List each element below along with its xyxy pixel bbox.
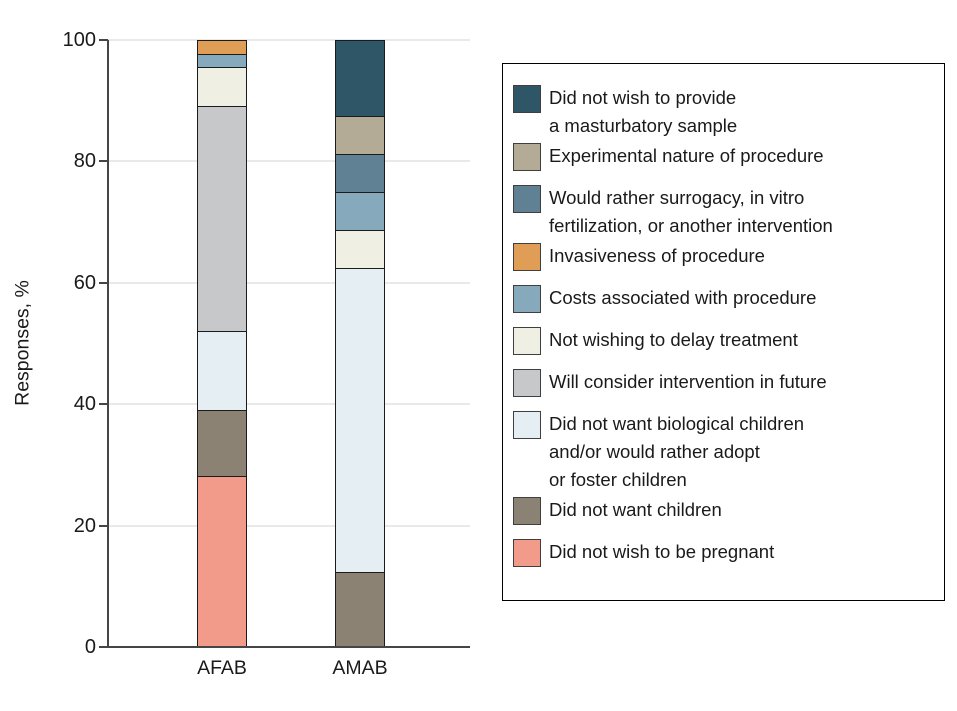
bar-segment-afab-costs-associated-with-procedure — [197, 53, 247, 68]
y-tick-label: 40 — [73, 393, 96, 416]
bar-segment-amab-did-not-wish-to-provide-a-masturbatory-sample — [335, 40, 385, 118]
y-tick-label: 80 — [73, 150, 96, 173]
bar-segment-afab-did-not-wish-to-be-pregnant — [197, 475, 247, 647]
legend-label-line: Did not wish to be pregnant — [549, 541, 775, 562]
legend-label: Would rather surrogacy, in vitro fertiliz… — [549, 184, 833, 240]
gridline-60 — [108, 281, 470, 284]
legend-label: Will consider intervention in future — [549, 368, 827, 396]
legend-label-line: Will consider intervention in future — [549, 371, 827, 392]
y-tick — [99, 524, 108, 527]
y-tick-label: 20 — [73, 514, 96, 537]
gridline-100 — [108, 39, 470, 41]
gridline-80 — [108, 160, 470, 163]
legend-item-costs-associated-with-procedure: Costs associated with procedure — [513, 284, 938, 313]
legend-label-line: Costs associated with procedure — [549, 287, 817, 308]
legend-item-did-not-want-children: Did not want children — [513, 496, 938, 525]
y-tick — [99, 281, 108, 284]
legend-label: Invasiveness of procedure — [549, 242, 765, 270]
bar-segment-afab-did-not-want-children — [197, 409, 247, 477]
legend-label: Did not wish to be pregnant — [549, 538, 774, 566]
legend-label-line: Did not want children — [549, 499, 722, 520]
legend-item-invasiveness-of-procedure: Invasiveness of procedure — [513, 242, 938, 271]
bar-segment-afab-not-wishing-to-delay-treatment — [197, 66, 247, 108]
legend-item-not-wishing-to-delay-treatment: Not wishing to delay treatment — [513, 326, 938, 355]
y-tick-label: 0 — [84, 636, 96, 658]
bar-segment-afab-will-consider-intervention-in-future — [197, 105, 247, 332]
y-tick-label: 100 — [62, 29, 96, 51]
bar-segment-amab-experimental-nature-of-procedure — [335, 115, 385, 156]
bar-segment-amab-did-not-want-children — [335, 571, 385, 647]
legend-swatch — [513, 85, 541, 113]
legend-label-line: fertilization, or another intervention — [549, 215, 833, 236]
bar-segment-amab-costs-associated-with-procedure — [335, 191, 385, 232]
y-tick — [99, 646, 108, 648]
legend-item-will-consider-intervention-in-future: Will consider intervention in future — [513, 368, 938, 397]
legend-swatch — [513, 285, 541, 313]
legend-swatch — [513, 143, 541, 171]
legend-swatch — [513, 185, 541, 213]
y-axis-title: Responses, % — [11, 280, 34, 406]
legend-label-line: Did not want biological children — [549, 413, 805, 434]
legend: Did not wish to provide a masturbatory sa… — [502, 63, 945, 601]
bar-segment-amab-would-rather-surrogacy-in-vitro-fertilization-or-another-intervention — [335, 153, 385, 194]
legend-swatch — [513, 497, 541, 525]
x-axis-line — [107, 646, 470, 648]
legend-label-line: Experimental nature of procedure — [549, 145, 824, 166]
legend-item-did-not-wish-to-provide-a-masturbatory-sample: Did not wish to provide a masturbatory sa… — [513, 84, 938, 140]
legend-swatch — [513, 243, 541, 271]
legend-label: Did not want biological children and/or w… — [549, 410, 804, 494]
legend-item-did-not-wish-to-be-pregnant: Did not wish to be pregnant — [513, 538, 938, 567]
x-category-label-afab: AFAB — [197, 657, 247, 679]
y-tick — [99, 39, 108, 41]
bar-segment-afab-invasiveness-of-procedure — [197, 40, 247, 55]
legend-label: Costs associated with procedure — [549, 284, 816, 312]
legend-label-line: and/or would rather adopt — [549, 441, 760, 462]
legend-item-experimental-nature-of-procedure: Experimental nature of procedure — [513, 142, 938, 171]
legend-swatch — [513, 411, 541, 439]
legend-label-line: or foster children — [549, 469, 687, 490]
legend-label-line: Invasiveness of procedure — [549, 245, 765, 266]
legend-swatch — [513, 539, 541, 567]
x-category-label-amab: AMAB — [332, 657, 388, 679]
legend-item-did-not-want-biological-children-andor-would-rather-adopt-or-foster-children: Did not want biological children and/or w… — [513, 410, 938, 494]
legend-label: Did not want children — [549, 496, 722, 524]
bar-segment-afab-did-not-want-biological-children-andor-would-rather-adopt-or-foster-children — [197, 330, 247, 411]
gridline-20 — [108, 524, 470, 527]
legend-label: Experimental nature of procedure — [549, 142, 824, 170]
legend-label-line: Not wishing to delay treatment — [549, 329, 798, 350]
legend-item-would-rather-surrogacy-in-vitro-fertilization-or-another-intervention: Would rather surrogacy, in vitro fertiliz… — [513, 184, 938, 240]
y-tick-label: 60 — [73, 271, 96, 294]
legend-label-line: Would rather surrogacy, in vitro — [549, 187, 805, 208]
legend-label-line: a masturbatory sample — [549, 115, 738, 136]
legend-swatch — [513, 327, 541, 355]
y-axis-line — [107, 40, 109, 648]
bar-segment-amab-did-not-want-biological-children-andor-would-rather-adopt-or-foster-children — [335, 267, 385, 573]
legend-label: Did not wish to provide a masturbatory sa… — [549, 84, 737, 140]
y-tick — [99, 403, 108, 406]
gridline-40 — [108, 403, 470, 406]
y-tick — [99, 160, 108, 163]
legend-label: Not wishing to delay treatment — [549, 326, 798, 354]
legend-swatch — [513, 369, 541, 397]
bar-segment-amab-not-wishing-to-delay-treatment — [335, 229, 385, 270]
legend-label-line: Did not wish to provide — [549, 87, 737, 108]
